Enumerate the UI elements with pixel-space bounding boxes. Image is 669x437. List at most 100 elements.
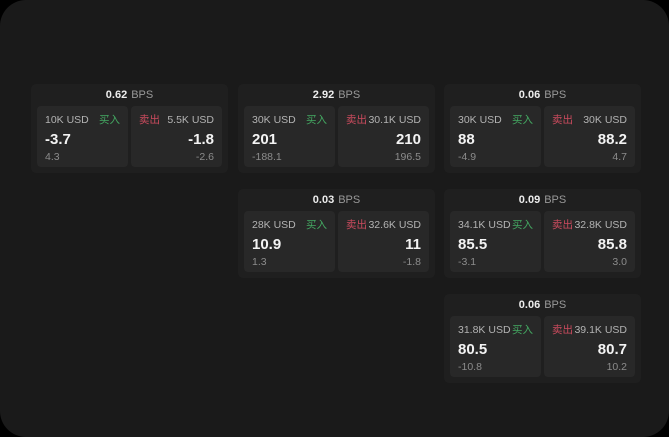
buy-side-label: 买入 [512, 324, 533, 336]
sell-tile[interactable]: 卖出 30.1K USD 210 196.5 [338, 106, 429, 167]
sell-price: 88.2 [597, 130, 627, 148]
sell-amount: 5.5K USD [167, 113, 214, 126]
sell-price: 210 [395, 130, 421, 148]
spread-unit-label: BPS [544, 194, 567, 206]
spread-header: 0.06 BPS [450, 294, 635, 316]
buy-price: 10.9 [252, 235, 282, 253]
spread-value: 2.92 [312, 89, 335, 101]
buy-sub-value: 4.3 [45, 150, 60, 163]
sell-price: 85.8 [597, 235, 627, 253]
quote-card: 2.92 BPS 30K USD 买入 201 -188.1 卖出 30.1K … [238, 84, 435, 173]
buy-side-label: 买入 [99, 114, 120, 126]
spread-value: 0.62 [105, 89, 128, 101]
sell-tile[interactable]: 卖出 39.1K USD 80.7 10.2 [544, 316, 635, 377]
sell-sub-value: -1.8 [402, 255, 421, 268]
spread-header: 2.92 BPS [244, 84, 429, 106]
sell-tile[interactable]: 卖出 32.8K USD 85.8 3.0 [544, 211, 635, 272]
buy-tile[interactable]: 28K USD 买入 10.9 1.3 [244, 211, 335, 272]
quote-card: 0.06 BPS 31.8K USD 买入 80.5 -10.8 卖出 39.1… [444, 294, 641, 383]
spread-value: 0.09 [518, 194, 541, 206]
sell-sub-value: 196.5 [394, 150, 421, 163]
buy-price: 201 [252, 130, 278, 148]
sell-sub-value: 3.0 [612, 255, 627, 268]
sell-side-label: 卖出 [346, 114, 367, 126]
buy-sub-value: -3.1 [458, 255, 477, 268]
sell-side-label: 卖出 [139, 114, 160, 126]
sell-side-label: 卖出 [552, 114, 573, 126]
sell-amount: 39.1K USD [574, 323, 627, 336]
buy-meta-row: 30K USD 买入 [252, 112, 327, 127]
quote-body: 10K USD 买入 -3.7 4.3 卖出 5.5K USD -1.8 -2.… [37, 106, 222, 167]
buy-meta-row: 30K USD 买入 [458, 112, 533, 127]
buy-side-label: 买入 [512, 114, 533, 126]
buy-amount: 30K USD [252, 113, 296, 126]
sell-meta-row: 卖出 39.1K USD [552, 322, 627, 337]
sell-tile[interactable]: 卖出 5.5K USD -1.8 -2.6 [131, 106, 222, 167]
buy-price: 80.5 [458, 340, 488, 358]
spread-value: 0.06 [518, 299, 541, 311]
sell-side-label: 卖出 [552, 219, 573, 231]
buy-amount: 10K USD [45, 113, 89, 126]
sell-meta-row: 卖出 30.1K USD [346, 112, 421, 127]
buy-tile[interactable]: 34.1K USD 买入 85.5 -3.1 [450, 211, 541, 272]
sell-sub-value: 10.2 [606, 360, 627, 373]
sell-price: 80.7 [597, 340, 627, 358]
quote-card: 0.62 BPS 10K USD 买入 -3.7 4.3 卖出 5.5K USD… [31, 84, 228, 173]
buy-sub-value: 1.3 [252, 255, 267, 268]
sell-price: 11 [405, 235, 421, 253]
quote-card: 0.03 BPS 28K USD 买入 10.9 1.3 卖出 32.6K US… [238, 189, 435, 278]
sell-amount: 32.8K USD [574, 218, 627, 231]
buy-price: 85.5 [458, 235, 488, 253]
quote-body: 30K USD 买入 88 -4.9 卖出 30K USD 88.2 4.7 [450, 106, 635, 167]
sell-sub-value: 4.7 [612, 150, 627, 163]
spread-header: 0.06 BPS [450, 84, 635, 106]
spread-unit-label: BPS [544, 299, 567, 311]
sell-meta-row: 卖出 30K USD [552, 112, 627, 127]
buy-sub-value: -4.9 [458, 150, 477, 163]
quote-card: 0.06 BPS 30K USD 买入 88 -4.9 卖出 30K USD 8… [444, 84, 641, 173]
quote-body: 28K USD 买入 10.9 1.3 卖出 32.6K USD 11 -1.8 [244, 211, 429, 272]
buy-tile[interactable]: 31.8K USD 买入 80.5 -10.8 [450, 316, 541, 377]
buy-side-label: 买入 [512, 219, 533, 231]
buy-meta-row: 10K USD 买入 [45, 112, 120, 127]
sell-price: -1.8 [188, 130, 214, 148]
sell-side-label: 卖出 [346, 219, 367, 231]
spread-unit-label: BPS [544, 89, 567, 101]
buy-tile[interactable]: 10K USD 买入 -3.7 4.3 [37, 106, 128, 167]
sell-amount: 32.6K USD [368, 218, 421, 231]
buy-meta-row: 31.8K USD 买入 [458, 322, 533, 337]
sell-meta-row: 卖出 32.6K USD [346, 217, 421, 232]
buy-tile[interactable]: 30K USD 买入 201 -188.1 [244, 106, 335, 167]
buy-tile[interactable]: 30K USD 买入 88 -4.9 [450, 106, 541, 167]
spread-header: 0.09 BPS [450, 189, 635, 211]
spread-header: 0.62 BPS [37, 84, 222, 106]
buy-price: 88 [458, 130, 475, 148]
quote-body: 31.8K USD 买入 80.5 -10.8 卖出 39.1K USD 80.… [450, 316, 635, 377]
sell-tile[interactable]: 卖出 30K USD 88.2 4.7 [544, 106, 635, 167]
spread-value: 0.06 [518, 89, 541, 101]
spread-unit-label: BPS [338, 194, 361, 206]
sell-meta-row: 卖出 5.5K USD [139, 112, 214, 127]
buy-sub-value: -188.1 [252, 150, 282, 163]
buy-side-label: 买入 [306, 114, 327, 126]
quote-card: 0.09 BPS 34.1K USD 买入 85.5 -3.1 卖出 32.8K… [444, 189, 641, 278]
sell-amount: 30K USD [583, 113, 627, 126]
spread-unit-label: BPS [131, 89, 154, 101]
spread-unit-label: BPS [338, 89, 361, 101]
quote-body: 34.1K USD 买入 85.5 -3.1 卖出 32.8K USD 85.8… [450, 211, 635, 272]
sell-amount: 30.1K USD [368, 113, 421, 126]
buy-sub-value: -10.8 [458, 360, 482, 373]
sell-meta-row: 卖出 32.8K USD [552, 217, 627, 232]
sell-tile[interactable]: 卖出 32.6K USD 11 -1.8 [338, 211, 429, 272]
buy-amount: 34.1K USD [458, 218, 511, 231]
buy-side-label: 买入 [306, 219, 327, 231]
buy-amount: 28K USD [252, 218, 296, 231]
buy-amount: 31.8K USD [458, 323, 511, 336]
quote-body: 30K USD 买入 201 -188.1 卖出 30.1K USD 210 1… [244, 106, 429, 167]
buy-meta-row: 28K USD 买入 [252, 217, 327, 232]
spread-header: 0.03 BPS [244, 189, 429, 211]
sell-sub-value: -2.6 [195, 150, 214, 163]
spread-value: 0.03 [312, 194, 335, 206]
buy-meta-row: 34.1K USD 买入 [458, 217, 533, 232]
